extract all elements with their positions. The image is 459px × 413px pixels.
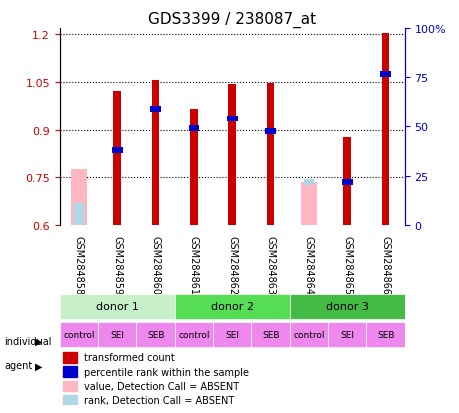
Text: GSM284860: GSM284860	[150, 235, 160, 294]
Bar	[380, 72, 390, 78]
Bar	[151, 81, 159, 225]
Bar	[71, 170, 86, 225]
Bar	[113, 92, 121, 225]
Text: agent: agent	[5, 361, 33, 370]
Bar	[341, 180, 352, 185]
Bar	[188, 126, 199, 131]
Text: SEB: SEB	[146, 330, 164, 339]
Text: GSM284862: GSM284862	[227, 235, 237, 294]
Text: rank, Detection Call = ABSENT: rank, Detection Call = ABSENT	[84, 395, 234, 405]
FancyBboxPatch shape	[289, 294, 404, 319]
Text: SEI: SEI	[110, 330, 124, 339]
Text: donor 3: donor 3	[325, 301, 368, 311]
Bar	[343, 138, 350, 225]
Bar	[265, 129, 275, 135]
Text: value, Detection Call = ABSENT: value, Detection Call = ABSENT	[84, 381, 239, 391]
FancyBboxPatch shape	[327, 322, 366, 347]
Bar	[303, 180, 313, 185]
Bar	[63, 381, 77, 391]
Text: percentile rank within the sample: percentile rank within the sample	[84, 367, 248, 377]
FancyBboxPatch shape	[174, 294, 289, 319]
FancyBboxPatch shape	[98, 322, 136, 347]
Text: ▶: ▶	[35, 336, 43, 346]
Text: control: control	[178, 330, 209, 339]
Bar	[74, 203, 84, 225]
Text: GSM284859: GSM284859	[112, 235, 122, 294]
Text: SEB: SEB	[376, 330, 393, 339]
FancyBboxPatch shape	[60, 294, 174, 319]
Text: GSM284865: GSM284865	[341, 235, 352, 294]
Text: SEI: SEI	[225, 330, 239, 339]
Bar	[63, 353, 77, 363]
Bar	[63, 367, 77, 377]
FancyBboxPatch shape	[251, 322, 289, 347]
Bar	[226, 116, 237, 122]
Text: donor 2: donor 2	[210, 301, 253, 311]
FancyBboxPatch shape	[213, 322, 251, 347]
Text: GSM284866: GSM284866	[380, 235, 390, 294]
FancyBboxPatch shape	[174, 322, 213, 347]
Text: SEI: SEI	[340, 330, 353, 339]
FancyBboxPatch shape	[289, 322, 327, 347]
Text: GSM284864: GSM284864	[303, 235, 313, 294]
Text: control: control	[63, 330, 95, 339]
Bar	[63, 395, 77, 405]
Title: GDS3399 / 238087_at: GDS3399 / 238087_at	[148, 12, 316, 28]
Bar	[150, 107, 161, 112]
Bar	[112, 148, 123, 154]
Text: GSM284863: GSM284863	[265, 235, 275, 294]
Bar	[228, 84, 235, 225]
Bar	[266, 83, 274, 225]
Bar	[190, 110, 197, 225]
Text: individual: individual	[5, 336, 52, 346]
Text: donor 1: donor 1	[95, 301, 139, 311]
Text: transformed count: transformed count	[84, 353, 174, 363]
Text: GSM284858: GSM284858	[74, 235, 84, 294]
FancyBboxPatch shape	[136, 322, 174, 347]
Bar	[381, 34, 389, 225]
Text: control: control	[292, 330, 324, 339]
Bar	[301, 183, 316, 225]
FancyBboxPatch shape	[60, 322, 98, 347]
Text: GSM284861: GSM284861	[189, 235, 199, 294]
FancyBboxPatch shape	[366, 322, 404, 347]
Text: ▶: ▶	[35, 361, 43, 370]
Text: SEB: SEB	[261, 330, 279, 339]
